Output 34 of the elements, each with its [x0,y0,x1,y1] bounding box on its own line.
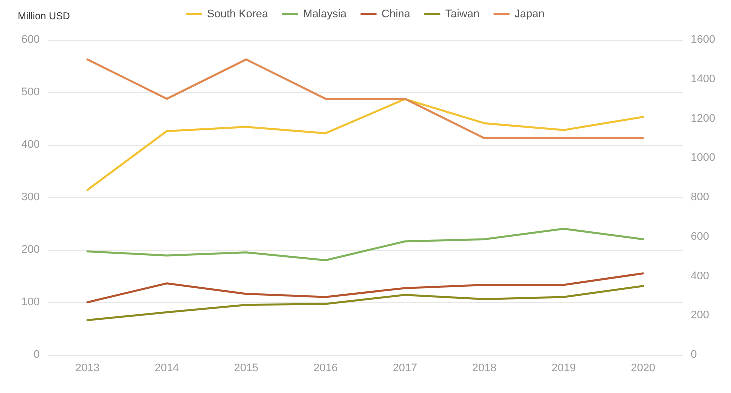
legend-label: Malaysia [303,8,348,20]
x-tick-label: 2017 [392,362,418,374]
y2-tick-label: 400 [691,270,710,282]
y-tick-label: 400 [22,139,40,151]
y-axis-title: Million USD [18,12,70,22]
x-tick-label: 2013 [75,362,100,374]
y-tick-label: 300 [22,192,40,204]
y2-tick-label: 200 [691,310,710,322]
line-series [86,272,644,304]
line-series [86,228,644,262]
y2-tick-label: 0 [691,349,698,361]
line-series [86,285,644,322]
legend-label: China [382,8,412,20]
y2-tick-label: 1200 [691,112,716,125]
legend-label: Japan [514,8,545,20]
y-tick-label: 100 [22,296,40,308]
x-tick-label: 2018 [472,362,497,374]
y-tick-label: 500 [22,86,40,98]
line-series [86,98,644,192]
y-tick-label: 0 [34,349,40,361]
legend-label: Taiwan [446,8,480,20]
y2-tick-label: 600 [691,230,710,243]
y2-tick-label: 800 [691,192,710,204]
x-tick-label: 2019 [552,362,576,374]
x-tick-label: 2014 [154,362,180,374]
y2-tick-label: 1600 [691,34,716,46]
x-tick-label: 2015 [234,362,259,374]
y2-tick-label: 1000 [691,152,716,164]
y-tick-label: 200 [22,244,40,256]
x-tick-label: 2020 [631,362,656,374]
y2-tick-label: 1400 [691,73,716,86]
legend-label: South Korea [207,8,270,20]
y-tick-label: 600 [22,34,40,46]
x-tick-label: 2016 [314,362,338,374]
